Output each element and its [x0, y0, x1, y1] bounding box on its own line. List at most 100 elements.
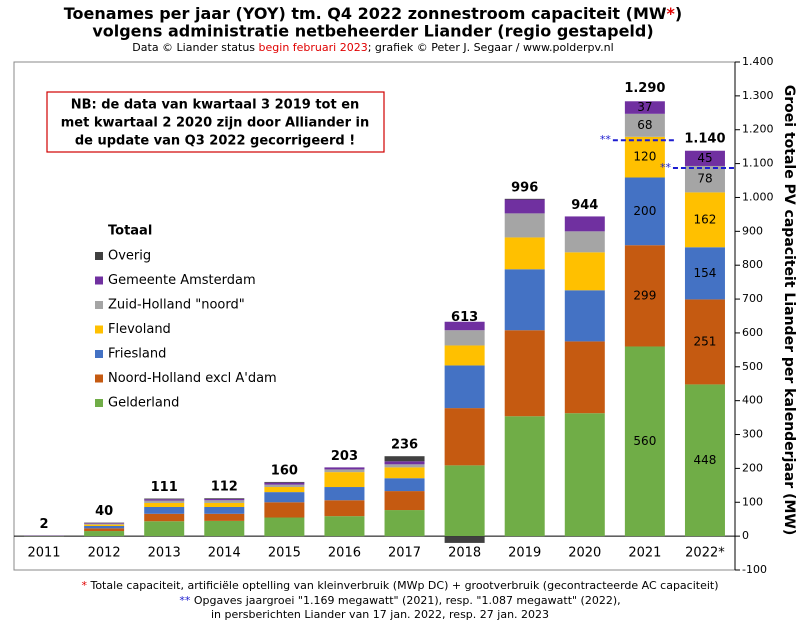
bar-segment: [264, 481, 305, 483]
bar-segment: [624, 177, 665, 246]
segment-label: 200: [633, 204, 656, 218]
y-tick-label: 1.200: [742, 123, 774, 136]
bar-segment: [684, 165, 725, 193]
y-tick-label: -100: [742, 563, 767, 576]
bar-segment: [564, 413, 605, 537]
legend-label: Gelderland: [108, 396, 179, 411]
bar-segment: [444, 330, 485, 346]
y-tick-label: 600: [742, 326, 763, 339]
total-label: 160: [271, 463, 298, 478]
segment-label: 45: [697, 151, 712, 165]
total-label: 112: [211, 480, 238, 495]
bar-segment: [444, 408, 485, 466]
chart-title: Toenames per jaar (YOY) tm. Q4 2022 zonn…: [64, 4, 682, 23]
bar-segment: [684, 150, 725, 166]
bar-segment: [384, 510, 425, 537]
segment-label: 299: [633, 288, 656, 302]
bar-segment: [444, 465, 485, 537]
annotation: NB: de data van kwartaal 3 2019 tot en: [71, 98, 360, 113]
legend-label: Noord-Holland excl A'dam: [108, 371, 277, 386]
bar-segment: [144, 513, 185, 522]
legend-swatch: [95, 252, 103, 260]
bar-segment: [624, 245, 665, 347]
bar-segment: [684, 384, 725, 537]
legend-swatch: [95, 301, 103, 309]
bar-segment: [564, 252, 605, 291]
bar-segment: [264, 517, 305, 537]
footnote: * Totale capaciteit, artificiële optelli…: [81, 579, 718, 592]
bar-segment: [264, 482, 305, 485]
total-label: 2: [40, 517, 49, 532]
total-label: 40: [95, 504, 113, 519]
segment-label: 37: [637, 100, 652, 114]
bar-segment: [384, 478, 425, 492]
chart-title-line2: volgens administratie netbeheerder Liand…: [92, 22, 653, 41]
bar-segment: [384, 461, 425, 465]
legend-title: Totaal: [108, 224, 152, 239]
bar-segment: [624, 113, 665, 137]
y-tick-label: 0: [742, 529, 749, 542]
bar-segment: [84, 522, 125, 524]
bar-segment: [504, 213, 545, 238]
bar-segment: [444, 345, 485, 366]
y-tick-label: 700: [742, 292, 763, 305]
x-tick-label: 2017: [388, 546, 421, 561]
annotation-box: [46, 91, 385, 153]
reference-label: **: [660, 161, 672, 174]
legend-label: Friesland: [108, 347, 166, 362]
bar-segment: [84, 525, 125, 529]
footnote-mark: **: [179, 594, 191, 607]
bar-segment: [204, 498, 245, 499]
legend-swatch: [95, 325, 103, 334]
y-axis-label: Groei totale PV capaciteit Liander per k…: [781, 85, 797, 535]
bar-segment: [564, 290, 605, 342]
bar-segment: [144, 498, 185, 500]
reference-label: **: [600, 133, 612, 146]
y-tick-label: 100: [742, 495, 763, 508]
bar-segment: [504, 269, 545, 331]
bar-segment: [204, 500, 245, 503]
legend-label: Flevoland: [108, 322, 171, 337]
subtitle-part: begin februari 2023: [259, 41, 368, 54]
bar-segment: [504, 198, 545, 200]
legend-label: Overig: [108, 249, 151, 264]
bar-segment: [324, 500, 365, 517]
bar-segment: [204, 507, 245, 514]
bar-segment: [324, 467, 365, 470]
total-label: 111: [151, 480, 178, 495]
bar-segment: [204, 520, 245, 537]
legend-swatch: [95, 374, 103, 383]
y-tick-label: 300: [742, 428, 763, 441]
bar-segment: [144, 500, 185, 503]
bar-segment: [204, 513, 245, 521]
segment-label: 154: [694, 266, 717, 280]
footnote-mark: *: [81, 579, 87, 592]
annotation: de update van Q3 2022 gecorrigeerd !: [75, 134, 355, 149]
x-tick-label: 2016: [328, 546, 361, 561]
bar-segment: [684, 247, 725, 300]
bar-segment: [684, 299, 725, 385]
subtitle-part: ; grafiek © Peter J. Segaar / www.polder…: [368, 41, 614, 54]
bar-segment: [84, 531, 125, 537]
title-part: Toenames per jaar (YOY) tm. Q4 2022 zonn…: [64, 4, 667, 23]
bar-segment: [624, 101, 665, 114]
segment-label: 251: [694, 334, 717, 348]
bar-segment: [444, 536, 485, 543]
bar-segment: [624, 136, 665, 178]
bar-segment: [324, 487, 365, 501]
subtitle-part: Data © Liander status: [132, 41, 258, 54]
x-tick-label: 2022*: [685, 546, 725, 561]
x-tick-label: 2012: [88, 546, 121, 561]
bar-segment: [264, 492, 305, 503]
x-tick-label: 2019: [508, 546, 541, 561]
bar-segment: [384, 491, 425, 511]
annotation: met kwartaal 2 2020 zijn door Alliander …: [61, 116, 370, 131]
x-tick-label: 2020: [568, 546, 601, 561]
bar-segment: [84, 528, 125, 532]
bar-segment: [444, 365, 485, 409]
x-tick-label: 2018: [448, 546, 481, 561]
legend-label: Zuid-Holland "noord": [108, 298, 245, 313]
y-tick-label: 1.300: [742, 89, 774, 102]
chart-subtitle: Data © Liander status begin februari 202…: [132, 41, 613, 54]
bar-segment: [564, 216, 605, 232]
